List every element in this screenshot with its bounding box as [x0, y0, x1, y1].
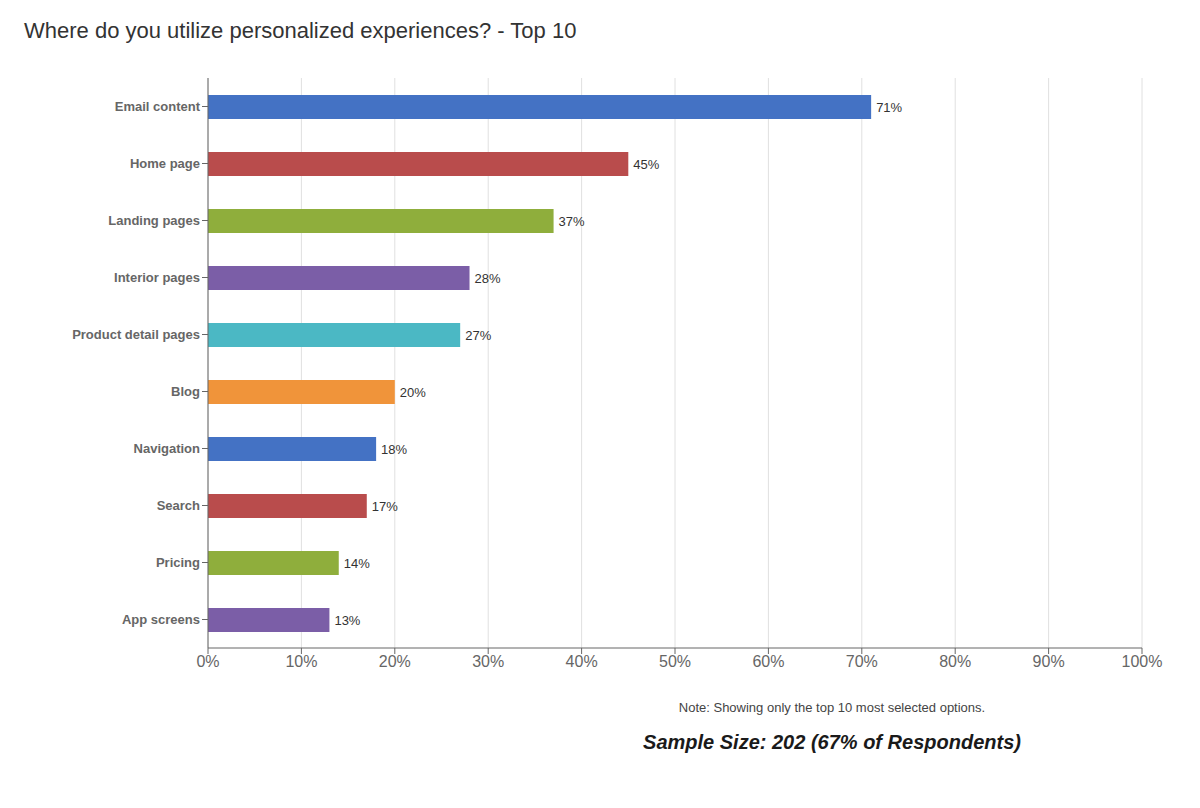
svg-text:45%: 45%: [633, 157, 659, 172]
svg-text:90%: 90%: [1033, 653, 1065, 670]
html-text:Sample Size: 202 (67% of Respo: Sample Size: 202 (67% of Respondents): [643, 731, 1021, 753]
svg-text:17%: 17%: [372, 499, 398, 514]
svg-text:20%: 20%: [400, 385, 426, 400]
svg-text:60%: 60%: [752, 653, 784, 670]
svg-text:Home page: Home page: [130, 156, 200, 171]
svg-text:14%: 14%: [344, 556, 370, 571]
svg-text:App screens: App screens: [122, 612, 200, 627]
svg-text:71%: 71%: [876, 100, 902, 115]
svg-text:Landing pages: Landing pages: [108, 213, 200, 228]
svg-text:30%: 30%: [472, 653, 504, 670]
svg-text:40%: 40%: [566, 653, 598, 670]
svg-text:Interior pages: Interior pages: [114, 270, 200, 285]
svg-text:Pricing: Pricing: [156, 555, 200, 570]
svg-text:0%: 0%: [196, 653, 219, 670]
svg-text:Search: Search: [157, 498, 200, 513]
svg-text:Blog: Blog: [171, 384, 200, 399]
svg-text:27%: 27%: [465, 328, 491, 343]
svg-text:Navigation: Navigation: [134, 441, 201, 456]
svg-text:50%: 50%: [659, 653, 691, 670]
svg-text:37%: 37%: [559, 214, 585, 229]
html-text:Note: Showing only the top 10: Note: Showing only the top 10 most selec…: [678, 700, 986, 715]
svg-text:13%: 13%: [334, 613, 360, 628]
svg-text:80%: 80%: [939, 653, 971, 670]
svg-text:18%: 18%: [381, 442, 407, 457]
svg-text:100%: 100%: [1122, 653, 1163, 670]
svg-text:Email content: Email content: [115, 99, 201, 114]
html-text:Where do you utilize personali: Where do you utilize personalized experi…: [24, 18, 577, 43]
svg-text:20%: 20%: [379, 653, 411, 670]
svg-text:10%: 10%: [285, 653, 317, 670]
svg-text:70%: 70%: [846, 653, 878, 670]
svg-text:Product detail pages: Product detail pages: [72, 327, 200, 342]
svg-text:28%: 28%: [475, 271, 501, 286]
